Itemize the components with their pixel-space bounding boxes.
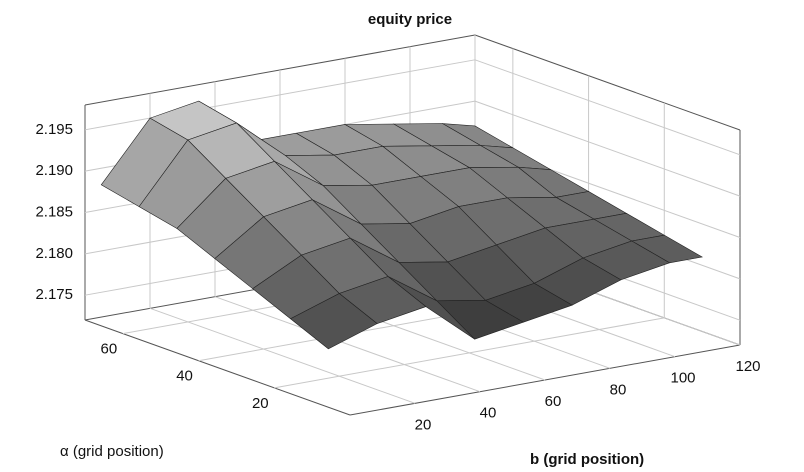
x-tick-label: 60 xyxy=(545,393,562,410)
y-axis-label: α (grid position) xyxy=(60,443,164,460)
grid-line xyxy=(474,100,741,197)
z-tick-label: 2.180 xyxy=(35,245,73,262)
x-tick-label: 80 xyxy=(610,381,627,398)
grid-line xyxy=(149,307,416,404)
y-tick-label: 60 xyxy=(101,341,118,358)
x-tick-label: 120 xyxy=(735,358,760,375)
grid-line xyxy=(274,317,665,389)
axis-box xyxy=(474,34,741,131)
z-tick-label: 2.185 xyxy=(35,203,73,220)
z-tick-label: 2.190 xyxy=(35,162,73,179)
y-tick-label: 40 xyxy=(176,368,193,385)
x-tick-label: 100 xyxy=(670,370,695,387)
z-tick-label: 2.195 xyxy=(35,121,73,138)
grid-line xyxy=(214,296,481,393)
surface-cell xyxy=(289,293,378,350)
y-tick-label: 20 xyxy=(252,395,269,412)
z-tick-label: 2.175 xyxy=(35,286,73,303)
x-axis-label: b (grid position) xyxy=(530,451,644,468)
grid-line xyxy=(474,59,741,156)
x-tick-label: 20 xyxy=(415,416,432,433)
x-tick-label: 40 xyxy=(480,405,497,422)
chart-title: equity price xyxy=(368,11,452,28)
axis-box xyxy=(84,319,351,416)
